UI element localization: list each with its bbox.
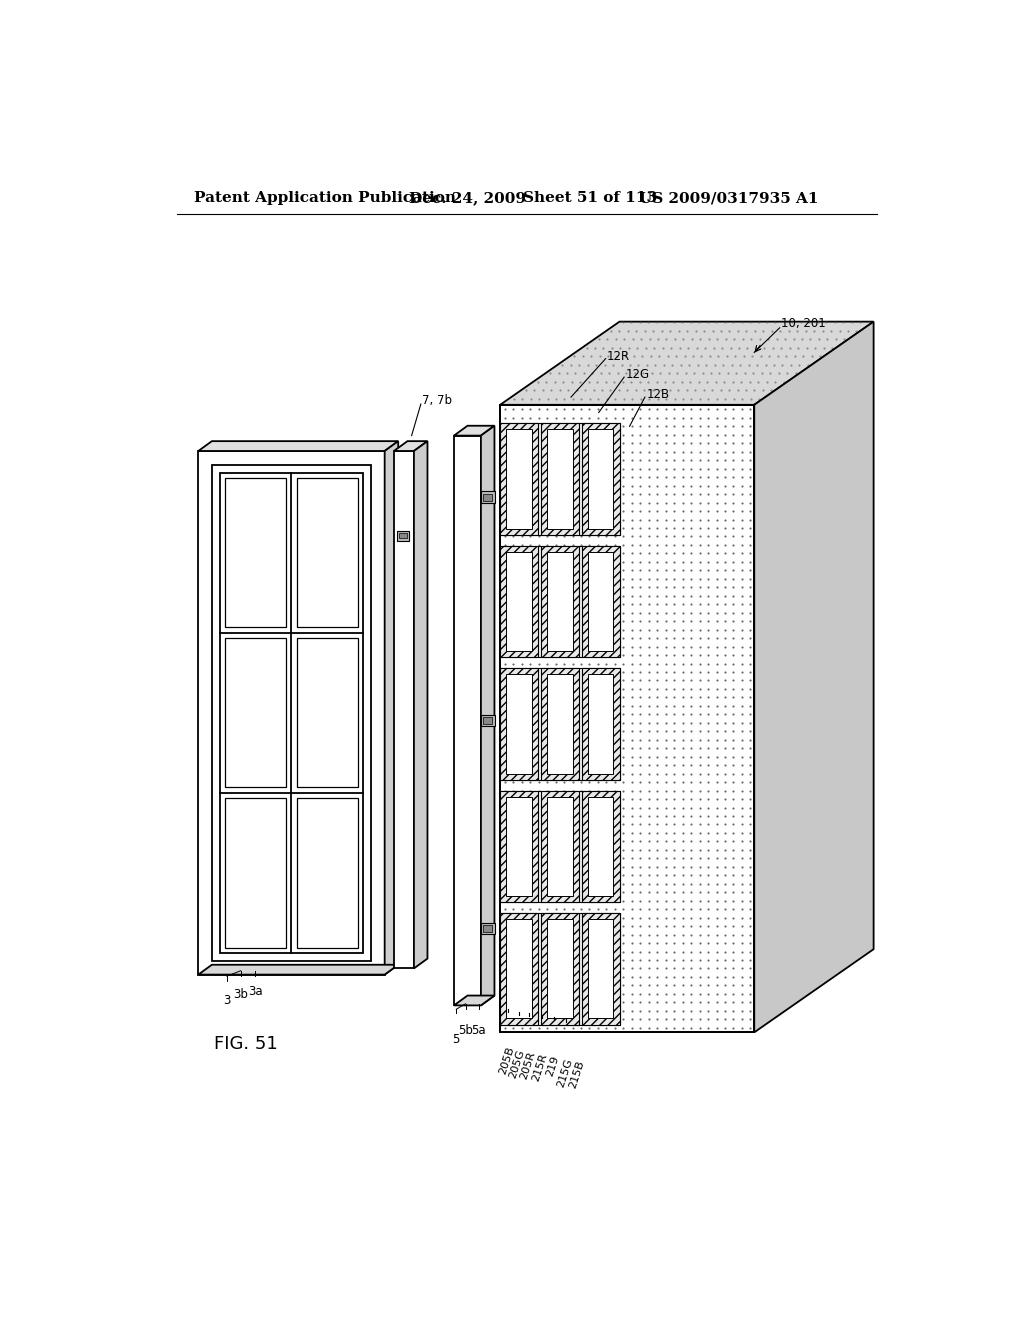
Text: Patent Application Publication: Patent Application Publication [194,191,456,206]
Polygon shape [506,797,531,896]
Polygon shape [500,545,538,657]
Polygon shape [220,473,364,953]
Polygon shape [582,545,620,657]
Polygon shape [506,919,531,1019]
Polygon shape [454,436,481,1006]
Polygon shape [500,791,620,903]
Polygon shape [588,552,613,651]
Polygon shape [199,965,398,974]
Text: 215B: 215B [568,1059,587,1090]
Polygon shape [500,424,620,535]
Polygon shape [541,791,579,903]
Text: 5a: 5a [471,1024,486,1038]
Polygon shape [506,429,531,529]
Polygon shape [481,491,495,503]
Text: 215R: 215R [531,1052,550,1082]
Polygon shape [588,675,613,774]
Polygon shape [481,714,495,726]
Polygon shape [541,424,579,535]
Polygon shape [483,925,493,932]
Text: 219: 219 [545,1055,560,1078]
Polygon shape [297,638,357,788]
Polygon shape [500,545,620,657]
Polygon shape [483,494,493,500]
Polygon shape [541,913,579,1024]
Text: 205R: 205R [519,1051,538,1081]
Polygon shape [541,668,579,780]
Polygon shape [212,465,371,961]
Polygon shape [500,424,538,535]
Polygon shape [547,552,572,651]
Text: 3b: 3b [233,989,248,1002]
Polygon shape [199,451,385,974]
Polygon shape [481,426,495,1006]
Polygon shape [500,668,538,780]
Polygon shape [588,797,613,896]
Text: 215G: 215G [555,1057,574,1089]
Text: 7, 7b: 7, 7b [422,395,452,408]
Polygon shape [588,429,613,529]
Polygon shape [547,675,572,774]
Polygon shape [582,424,620,535]
Text: 5b: 5b [458,1024,473,1038]
Polygon shape [483,717,493,723]
Polygon shape [394,441,427,451]
Polygon shape [394,451,414,969]
Polygon shape [506,675,531,774]
Text: Dec. 24, 2009: Dec. 24, 2009 [410,191,526,206]
Polygon shape [397,531,410,541]
Text: 205G: 205G [508,1048,526,1080]
Polygon shape [199,441,398,451]
Polygon shape [225,799,286,948]
Polygon shape [547,429,572,529]
Polygon shape [582,913,620,1024]
Text: Sheet 51 of 113: Sheet 51 of 113 [523,191,657,206]
Text: 12G: 12G [626,367,650,380]
Polygon shape [547,919,572,1019]
Polygon shape [582,791,620,903]
Polygon shape [297,799,357,948]
Text: FIG. 51: FIG. 51 [214,1035,278,1053]
Polygon shape [588,919,613,1019]
Polygon shape [385,441,398,974]
Polygon shape [297,478,357,627]
Text: 3: 3 [223,994,230,1007]
Polygon shape [225,478,286,627]
Polygon shape [541,545,579,657]
Text: 3a: 3a [248,985,262,998]
Polygon shape [500,405,755,1032]
Text: US 2009/0317935 A1: US 2009/0317935 A1 [639,191,818,206]
Polygon shape [454,426,495,436]
Polygon shape [414,441,427,969]
Polygon shape [454,995,495,1006]
Polygon shape [500,322,873,405]
Polygon shape [500,791,538,903]
Polygon shape [547,797,572,896]
Text: 205B: 205B [497,1045,515,1076]
Polygon shape [506,552,531,651]
Polygon shape [500,913,538,1024]
Polygon shape [399,533,407,539]
Polygon shape [500,668,620,780]
Polygon shape [225,638,286,788]
Text: 12R: 12R [606,350,630,363]
Polygon shape [755,322,873,1032]
Text: 5: 5 [453,1034,460,1047]
Text: 12B: 12B [646,388,670,401]
Text: 10, 201: 10, 201 [781,317,826,330]
Polygon shape [481,923,495,935]
Polygon shape [500,913,620,1024]
Polygon shape [582,668,620,780]
